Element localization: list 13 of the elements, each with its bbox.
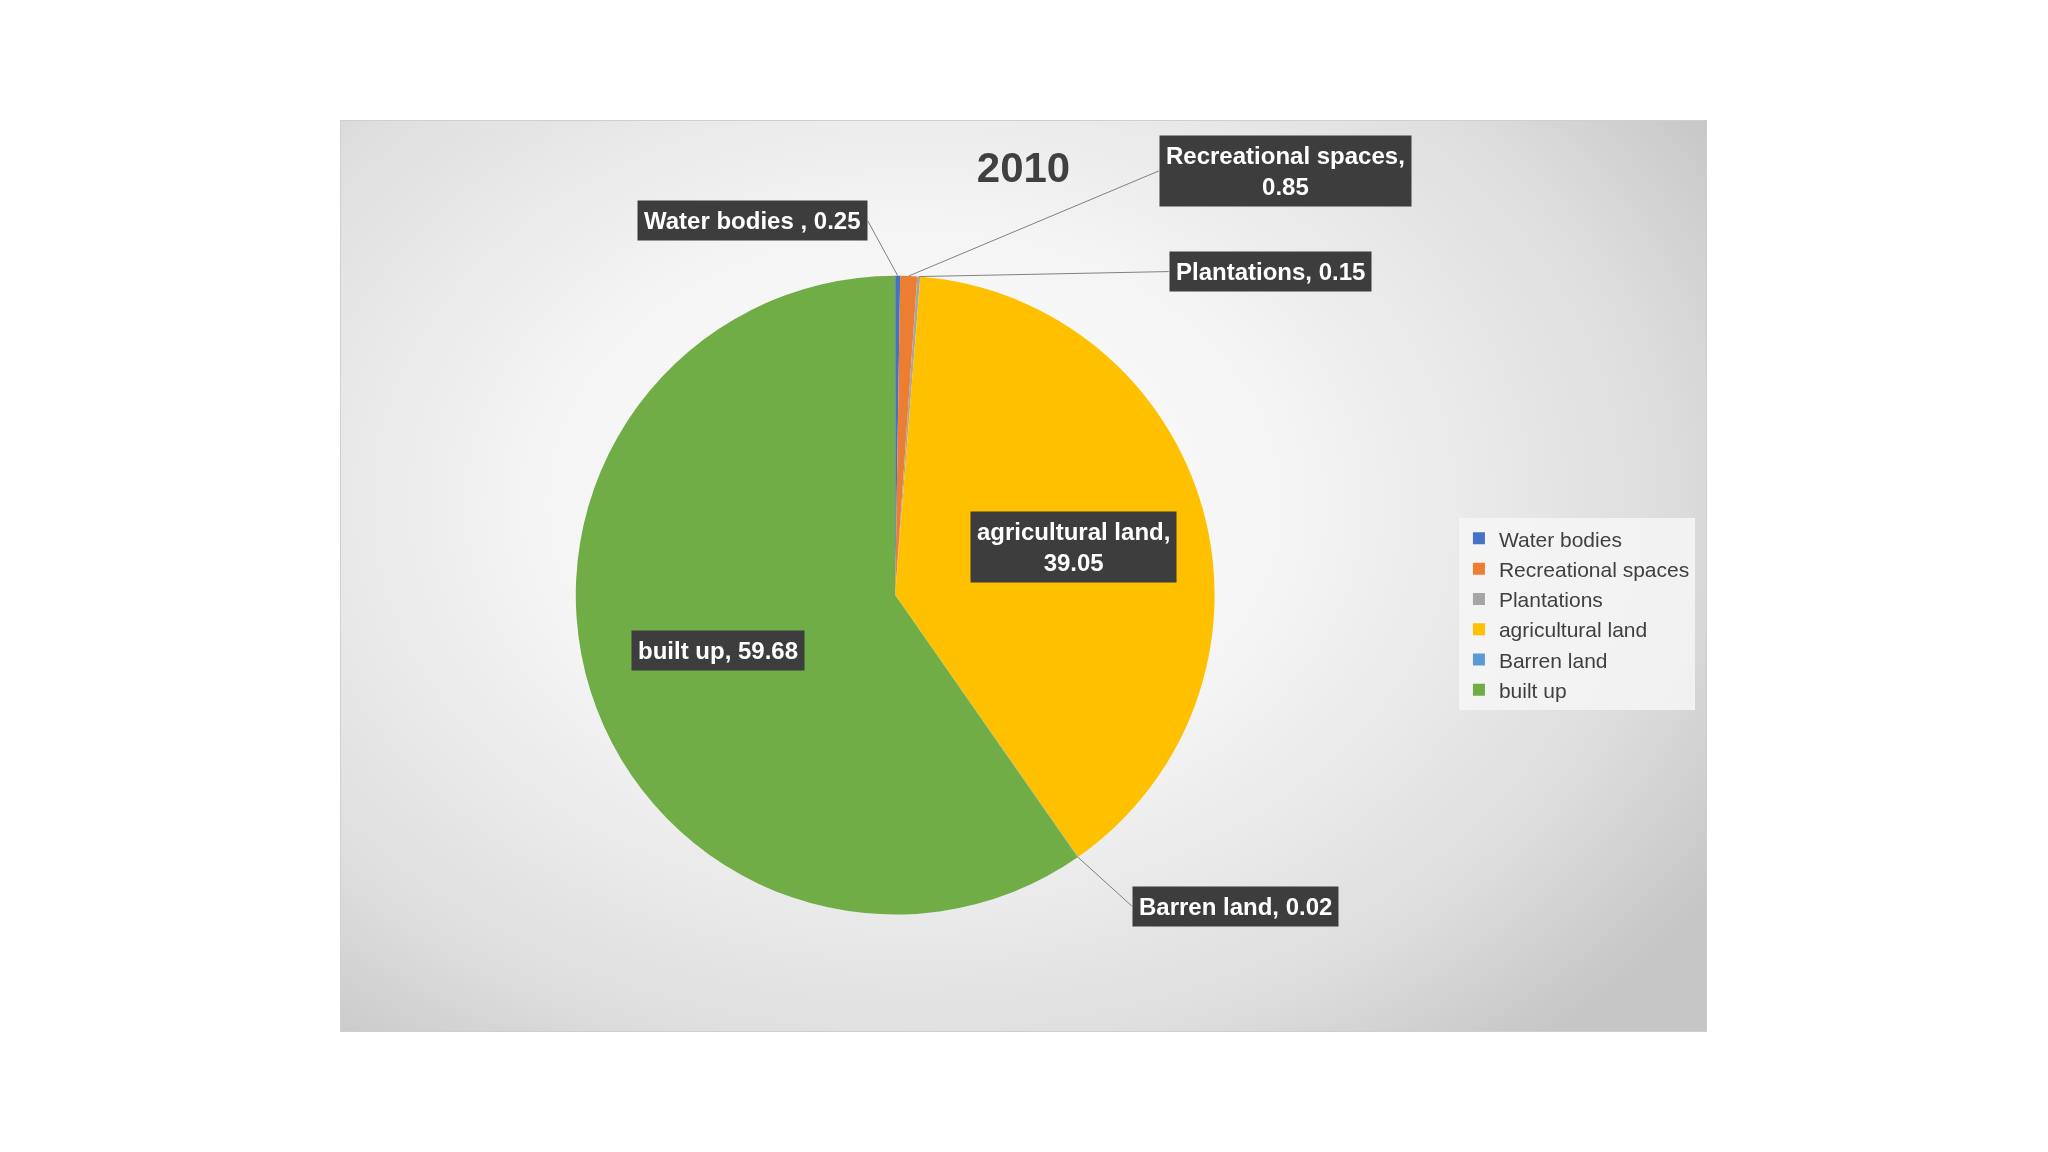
legend-label: Plantations [1498,588,1603,612]
data-label: Barren land, 0.02 [1139,893,1333,920]
legend-label: agricultural land [1498,618,1648,642]
legend-label: built up [1498,679,1567,703]
legend-label: Water bodies [1498,527,1622,551]
chart-title: 2010 [976,144,1071,192]
data-label: Water bodies , 0.25 [644,207,861,234]
data-label: Plantations, 0.15 [1176,258,1366,285]
legend-label: Barren land [1498,648,1608,672]
legend-label: Recreational spaces [1498,557,1690,581]
data-label: agricultural land, 39.05 [977,518,1171,577]
data-label: built up, 59.68 [638,637,799,664]
data-label: Recreational spaces, 0.85 [1166,142,1405,201]
